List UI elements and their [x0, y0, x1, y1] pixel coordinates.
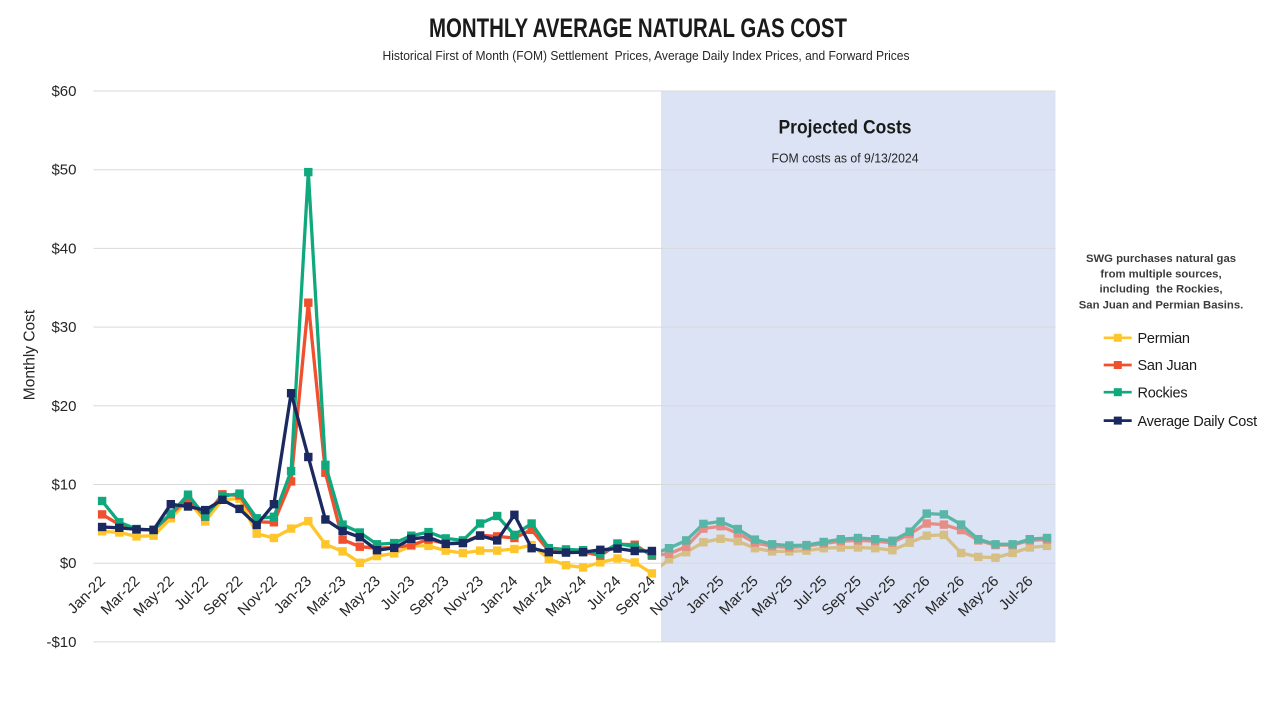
svg-text:$10: $10: [51, 477, 76, 494]
svg-text:-$10: -$10: [46, 634, 76, 651]
svg-text:including the Rockies,: including the Rockies,: [1099, 284, 1222, 296]
svg-text:SWG purchases natural gas: SWG purchases natural gas: [1086, 253, 1236, 265]
svg-text:Permian: Permian: [1138, 331, 1190, 347]
svg-text:$50: $50: [51, 162, 76, 179]
svg-text:$40: $40: [51, 240, 76, 257]
svg-text:MONTHLY AVERAGE NATURAL GAS CO: MONTHLY AVERAGE NATURAL GAS COST: [429, 13, 847, 43]
svg-text:from multiple sources,: from multiple sources,: [1100, 268, 1221, 280]
svg-text:Rockies: Rockies: [1138, 385, 1188, 401]
svg-text:Monthly Cost: Monthly Cost: [22, 309, 39, 400]
svg-text:$0: $0: [60, 555, 77, 572]
svg-text:$30: $30: [51, 319, 76, 336]
svg-text:Historical First of Month (FOM: Historical First of Month (FOM) Settleme…: [383, 48, 910, 63]
svg-text:FOM costs as of 9/13/2024: FOM costs as of 9/13/2024: [772, 151, 919, 166]
svg-text:$20: $20: [51, 398, 76, 415]
svg-text:San Juan and Permian Basins.: San Juan and Permian Basins.: [1079, 299, 1244, 311]
svg-text:$60: $60: [51, 83, 76, 100]
svg-text:Projected Costs: Projected Costs: [779, 117, 912, 139]
svg-text:Average Daily Cost: Average Daily Cost: [1138, 414, 1258, 430]
svg-text:San Juan: San Juan: [1138, 358, 1197, 374]
